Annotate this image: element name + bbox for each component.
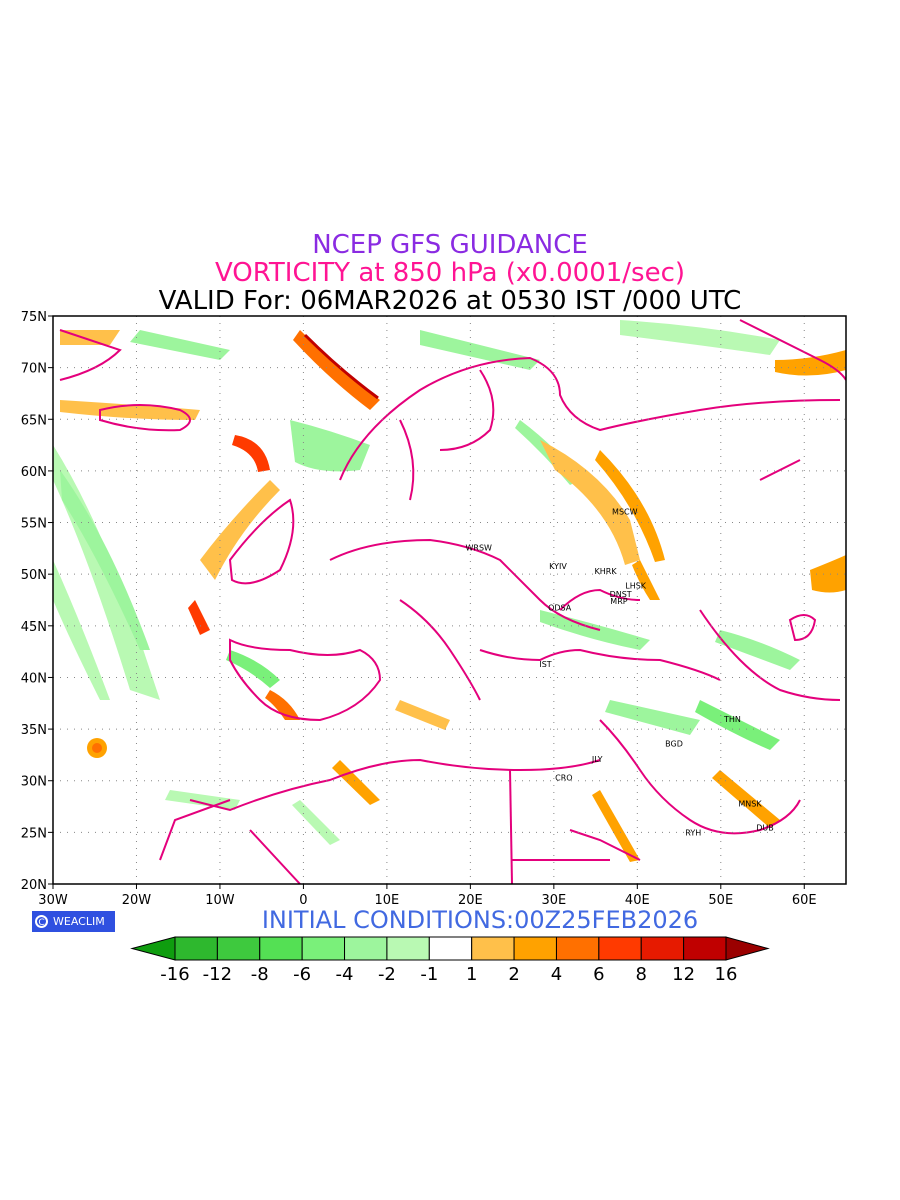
city-label-mscw: MSCW [612,507,638,516]
city-label-lhsk: LHSK [625,582,647,591]
lat-tick-label: 70N [21,362,47,377]
city-label-dub: DUB [756,823,774,832]
lat-tick-label: 25N [21,826,47,841]
colorbar-segment [683,936,727,961]
map-frame [52,315,847,885]
lon-tick-label: 0 [299,893,307,908]
lat-tick-label: 40N [21,671,47,686]
city-label-kyiv: KYIV [549,562,567,571]
colorbar-label: 8 [636,964,647,985]
map-plot-area [53,316,846,884]
map-subtitle: VORTICITY at 850 hPa (x0.0001/sec) [214,258,686,288]
colorbar-label: -6 [293,964,311,985]
city-label-thn: THN [723,715,741,724]
colorbar-segment [428,936,473,961]
weaclim-logo: C WEACLIM [32,911,115,932]
lat-tick-label: 20N [21,878,47,893]
axis-ticks: 20N 25N 30N 35N 40N 45N 50N 55N 60N 65N 70N 75N 30W 2… [21,310,817,908]
colorbar-segment [301,936,346,961]
city-label-wrsw: WRSW [465,543,492,552]
lat-tick-label: 60N [21,465,47,480]
lon-tick-label: 30E [541,893,566,908]
colorbar-label: 16 [715,964,738,985]
city-label-jly: JLY [591,755,603,764]
colorbar-label: 2 [508,964,519,985]
colorbar-label: 1 [466,964,477,985]
lat-tick-label: 75N [21,310,47,325]
colorbar: -16 -12 -8 -6 -4 -2 -1 1 2 4 6 8 12 16 [130,936,770,985]
lon-tick-label: 10E [375,893,400,908]
city-label-khrk: KHRK [595,567,618,576]
colorbar-arrow-right [725,936,770,961]
lon-tick-label: 20W [122,893,152,908]
colorbar-segment [259,936,303,961]
city-label-cro: CRO [555,774,572,783]
colorbar-label: -16 [160,964,189,985]
colorbar-label: -4 [336,964,354,985]
lat-tick-label: 65N [21,413,47,428]
colorbar-label: -12 [203,964,232,985]
colorbar-label: 6 [593,964,604,985]
city-label-mnsk: MNSK [738,800,762,809]
colorbar-segment [555,936,600,961]
colorbar-label: 12 [672,964,695,985]
colorbar-label: -1 [420,964,438,985]
city-label-dnst: DNST [610,590,632,599]
coastlines-and-borders [59,319,846,884]
lat-tick-label: 35N [21,723,47,738]
colorbar-label: -8 [251,964,269,985]
lon-tick-label: 60E [792,893,817,908]
colorbar-segment [598,936,642,961]
valid-time: VALID For: 06MAR2026 at 0530 IST /000 UT… [158,286,742,316]
lon-tick-label: 20E [458,893,483,908]
logo-text: WEACLIM [53,915,105,928]
colorbar-arrow-left [130,936,176,961]
lat-tick-label: 45N [21,620,47,635]
colorbar-label: -2 [378,964,396,985]
colorbar-label: 4 [551,964,562,985]
colorbar-segment [640,936,685,961]
city-label-ist: IST [539,660,551,669]
lon-tick-label: 40E [625,893,650,908]
city-label-odsa: ODSA [548,603,572,612]
colorbar-segment [344,936,388,961]
colorbar-segment [174,936,218,961]
colorbar-segment [471,936,515,961]
copyright-icon: C [35,915,48,928]
lat-tick-label: 50N [21,568,47,583]
map-title: NCEP GFS GUIDANCE [312,230,588,260]
city-label-bgd: BGD [665,740,683,749]
city-label-mrp: MRP [610,597,627,606]
initial-conditions: INITIAL CONDITIONS:00Z25FEB2026 [261,906,699,934]
city-label-ryh: RYH [685,828,701,837]
colorbar-segment [386,936,430,961]
lon-tick-label: 10W [205,893,235,908]
lon-tick-label: 30W [38,893,68,908]
lat-tick-label: 55N [21,517,47,532]
lat-tick-label: 30N [21,775,47,790]
colorbar-segment [513,936,557,961]
lon-tick-label: 50E [708,893,733,908]
colorbar-segment [216,936,261,961]
